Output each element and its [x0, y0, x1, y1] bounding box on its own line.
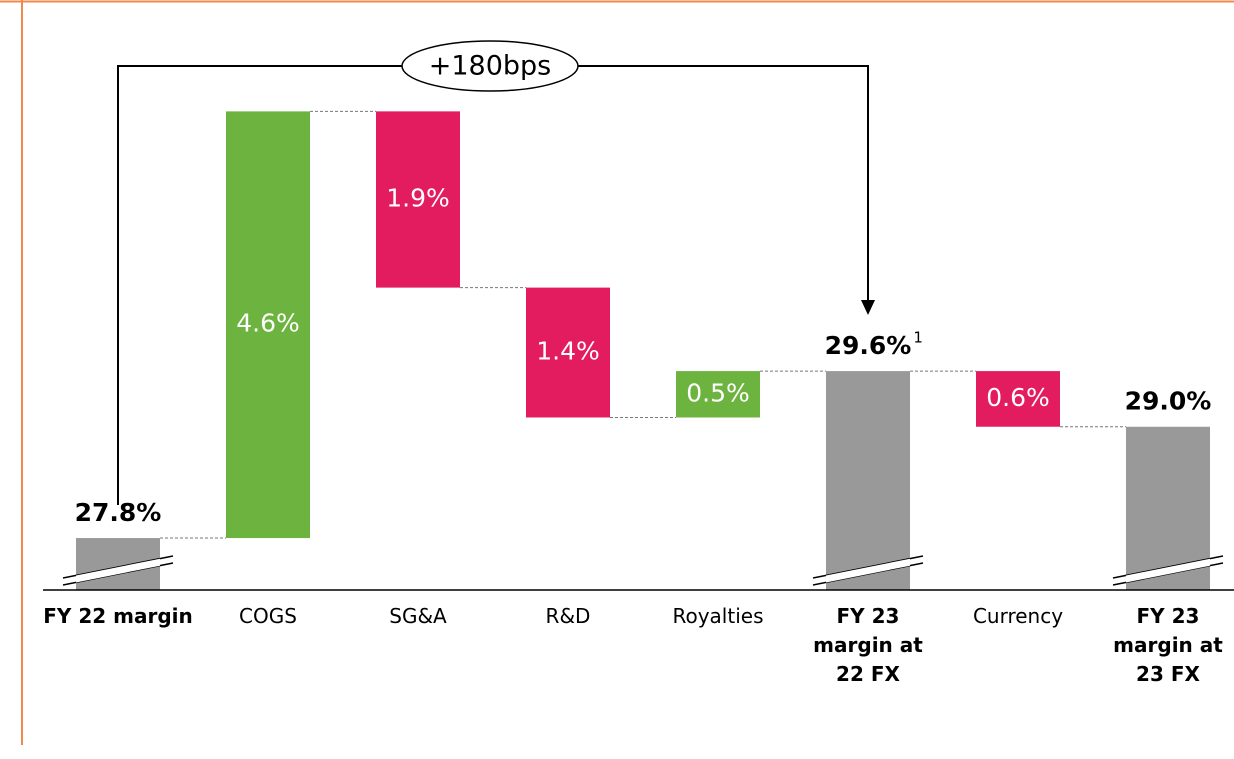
value-label: 1.9%: [386, 183, 450, 212]
x-tick-label: FY 23 margin at 22 FX: [813, 604, 923, 686]
value-label: 0.6%: [986, 383, 1050, 412]
value-label: 1.4%: [536, 337, 600, 366]
annotation: +180bps: [429, 51, 552, 82]
bar: [676, 371, 760, 418]
bar: [976, 371, 1060, 427]
value-label: 29.6%: [825, 331, 912, 360]
value-label: 29.0%: [1125, 387, 1212, 416]
break-gap: [826, 558, 910, 583]
annotation-bubble: [401, 40, 579, 92]
x-tick-label: COGS: [239, 604, 297, 628]
footnote-marker: 1: [913, 329, 923, 347]
value-label: 0.5%: [686, 378, 750, 407]
break-mark: [812, 555, 924, 579]
bar: [376, 111, 460, 288]
x-tick-label: SG&A: [389, 604, 447, 628]
arrow-head: [861, 300, 875, 315]
value-label: 4.6%: [236, 309, 300, 338]
break-mark: [62, 555, 174, 579]
break-gap: [1126, 558, 1210, 583]
x-tick-label: R&D: [546, 604, 591, 628]
bar: [826, 371, 910, 590]
x-tick-label: Currency: [973, 604, 1063, 628]
x-tick-label: FY 23 margin at 23 FX: [1113, 604, 1223, 686]
bar: [226, 111, 310, 539]
x-tick-label: FY 22 margin: [43, 604, 193, 628]
break-mark: [1112, 555, 1224, 579]
break-gap: [76, 558, 160, 583]
x-tick-label: Royalties: [672, 604, 763, 628]
bar: [526, 287, 610, 418]
